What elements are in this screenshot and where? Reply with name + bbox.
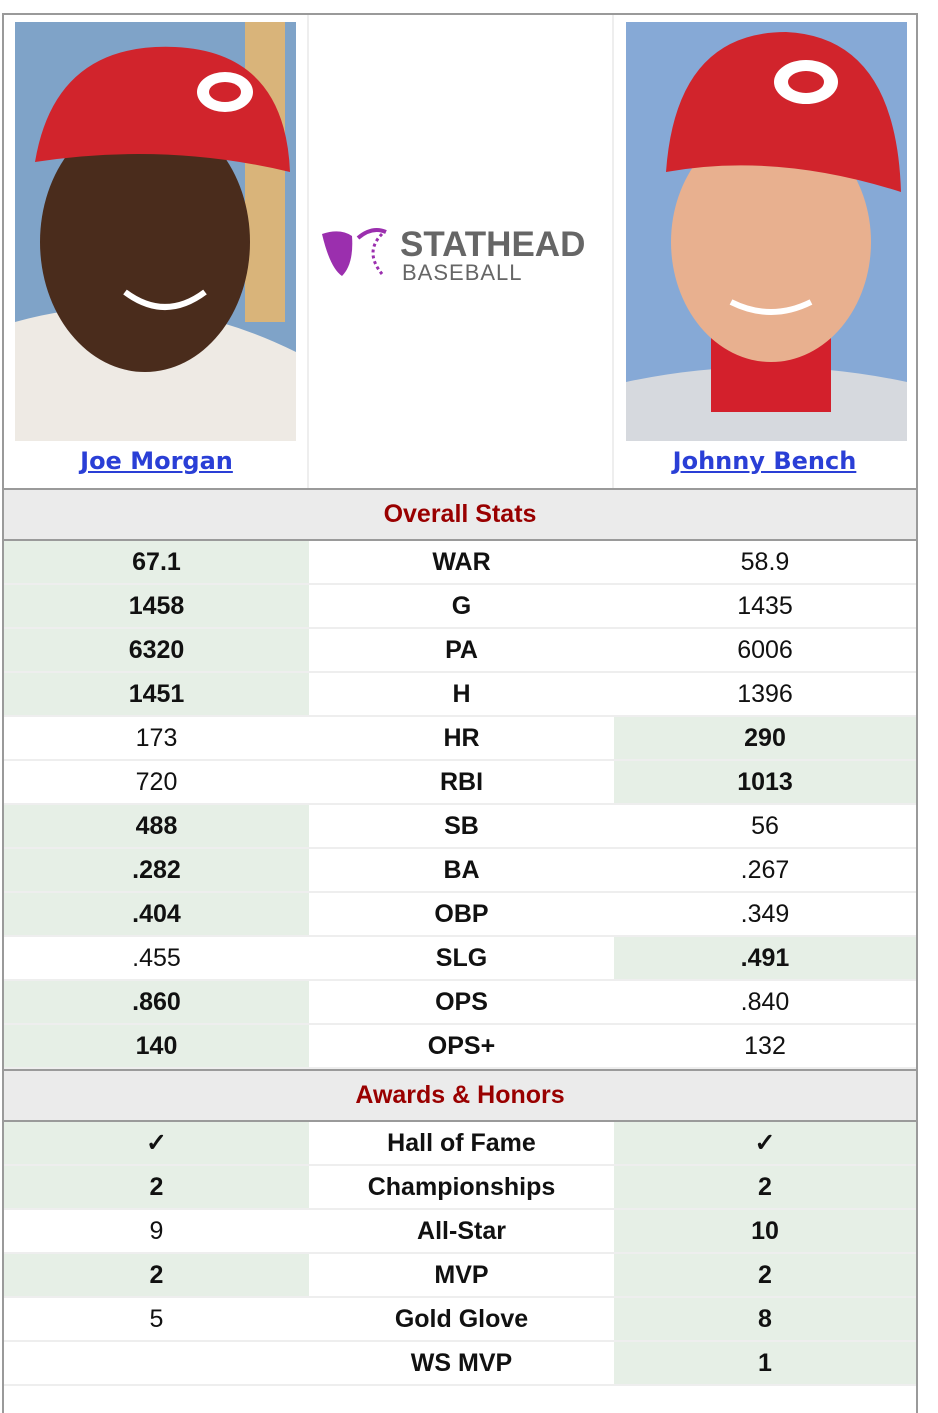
left-value: 2 — [4, 1166, 309, 1210]
stat-label: OPS — [309, 981, 614, 1025]
right-value: 10 — [614, 1210, 916, 1254]
stat-label: SLG — [309, 937, 614, 981]
stat-label: OPS+ — [309, 1025, 614, 1069]
stat-label: MVP — [309, 1254, 614, 1298]
logo-title: STATHEAD — [400, 225, 585, 264]
stat-label: H — [309, 673, 614, 717]
stat-label: WS MVP — [309, 1342, 614, 1386]
player-photo — [626, 22, 907, 441]
left-value: 173 — [4, 717, 309, 761]
left-value: .455 — [4, 937, 309, 981]
player-photo — [15, 22, 296, 441]
right-value: .349 — [614, 893, 916, 937]
right-value: 8 — [614, 1298, 916, 1342]
stat-label: G — [309, 585, 614, 629]
right-value: 58.9 — [614, 541, 916, 585]
left-value: 67.1 — [4, 541, 309, 585]
player-link[interactable]: Joe Morgan — [80, 447, 233, 475]
left-value: 5 — [4, 1298, 309, 1342]
right-value: 1396 — [614, 673, 916, 717]
left-value: .282 — [4, 849, 309, 893]
stat-label: OBP — [309, 893, 614, 937]
right-value: 1435 — [614, 585, 916, 629]
right-value: 2 — [614, 1166, 916, 1210]
left-value — [4, 1342, 309, 1386]
stat-label: HR — [309, 717, 614, 761]
page: STATHEAD BASEBALL Joe Morgan Johnny Benc… — [2, 13, 918, 1413]
stat-label: RBI — [309, 761, 614, 805]
stat-label: SB — [309, 805, 614, 849]
comparison-table: STATHEAD BASEBALL Joe Morgan Johnny Benc… — [2, 13, 918, 1413]
left-value: 140 — [4, 1025, 309, 1069]
logo-subtitle: BASEBALL — [402, 260, 523, 285]
stathead-logo: STATHEAD BASEBALL — [322, 225, 585, 285]
left-value: 1458 — [4, 585, 309, 629]
player-link[interactable]: Johnny Bench — [672, 447, 857, 475]
right-value: .267 — [614, 849, 916, 893]
left-value: 2 — [4, 1254, 309, 1298]
right-value: 1013 — [614, 761, 916, 805]
right-value: 1 — [614, 1342, 916, 1386]
stat-label: BA — [309, 849, 614, 893]
left-value: .860 — [4, 981, 309, 1025]
stat-label: WAR — [309, 541, 614, 585]
right-value: .840 — [614, 981, 916, 1025]
section-header: Overall Stats — [4, 488, 916, 541]
right-value: ✓ — [614, 1122, 916, 1166]
left-value: 720 — [4, 761, 309, 805]
left-value: 6320 — [4, 629, 309, 673]
left-value: ✓ — [4, 1122, 309, 1166]
left-value: 1451 — [4, 673, 309, 717]
right-value: 6006 — [614, 629, 916, 673]
column-separator — [612, 15, 614, 490]
stat-label: PA — [309, 629, 614, 673]
right-value: 56 — [614, 805, 916, 849]
left-value: 9 — [4, 1210, 309, 1254]
column-separator — [307, 15, 309, 490]
stat-label: Gold Glove — [309, 1298, 614, 1342]
stat-label: All-Star — [309, 1210, 614, 1254]
stat-label: Championships — [309, 1166, 614, 1210]
section-header: Awards & Honors — [4, 1069, 916, 1122]
right-value: 132 — [614, 1025, 916, 1069]
left-value: 488 — [4, 805, 309, 849]
right-value: 2 — [614, 1254, 916, 1298]
right-value: 290 — [614, 717, 916, 761]
right-value: .491 — [614, 937, 916, 981]
left-value: .404 — [4, 893, 309, 937]
stat-label: Hall of Fame — [309, 1122, 614, 1166]
